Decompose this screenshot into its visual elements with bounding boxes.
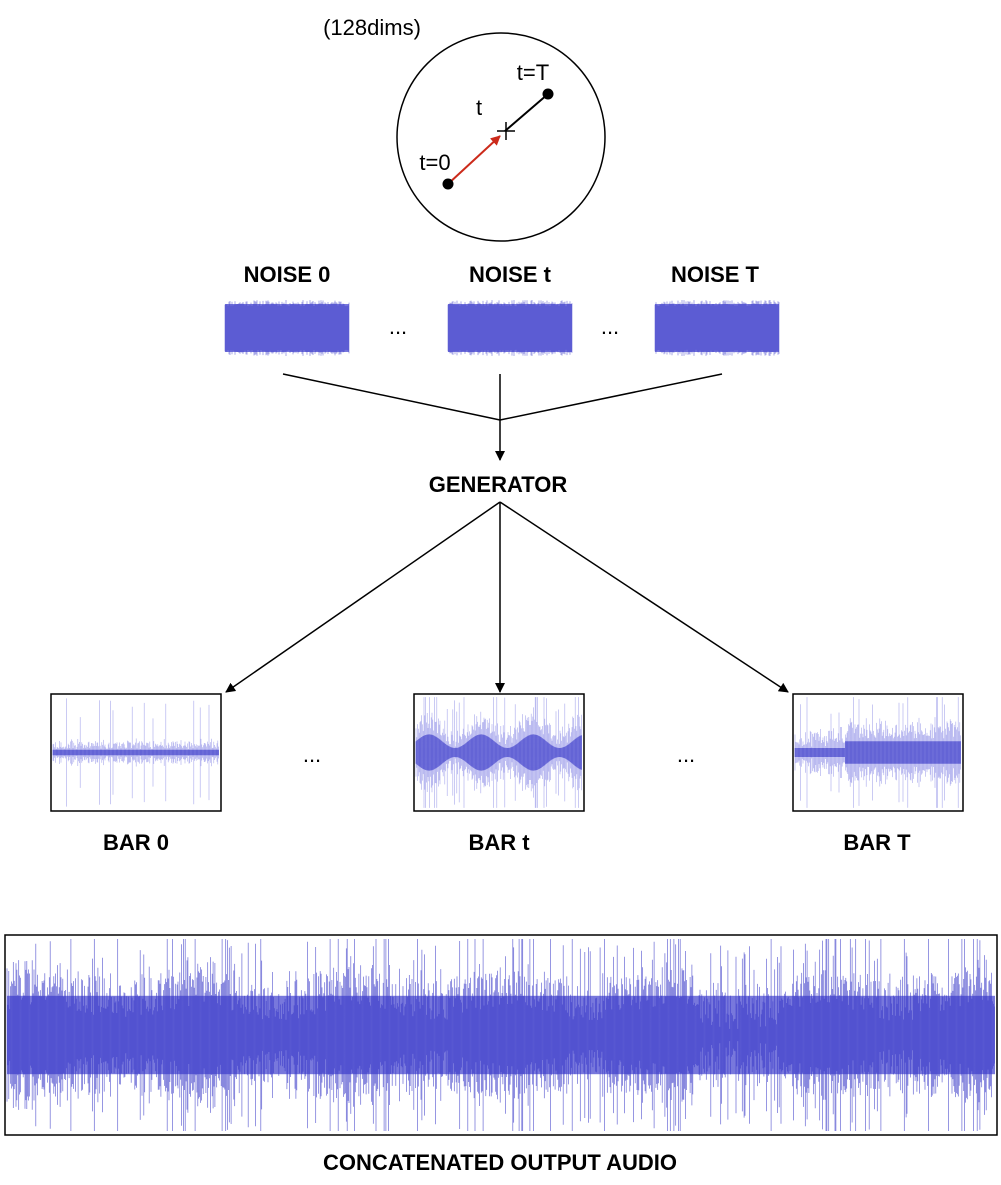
end-point xyxy=(542,88,554,100)
end-point-label: t=T xyxy=(517,60,549,85)
start-point xyxy=(442,178,454,190)
noise-0-label: NOISE 0 xyxy=(244,262,331,287)
noise-ellipsis-2: ... xyxy=(601,314,619,339)
generator-output-arrows xyxy=(225,501,789,693)
noise-ellipsis-1: ... xyxy=(389,314,407,339)
noise-t-label: NOISE t xyxy=(469,262,552,287)
noise-T-label: NOISE T xyxy=(671,262,760,287)
output-audio-waveform xyxy=(6,939,995,1131)
arrow-to-bar-0 xyxy=(225,501,501,693)
noise-merge-lines xyxy=(282,373,723,461)
bar-0-waveform xyxy=(52,698,219,807)
concatenated-output: CONCATENATED OUTPUT AUDIO xyxy=(4,934,998,1175)
start-point-label: t=0 xyxy=(419,150,450,175)
bar-ellipsis-2: ... xyxy=(677,742,695,767)
bar-0-label: BAR 0 xyxy=(103,830,169,855)
arrow-to-bar-T xyxy=(499,501,789,693)
bar-T-label: BAR T xyxy=(843,830,911,855)
noise-0-waveform xyxy=(224,300,350,356)
bar-t-label: BAR t xyxy=(468,830,530,855)
latent-space: (128dims) t=0 t=T t xyxy=(323,15,606,242)
interpolation-arrow xyxy=(447,135,501,185)
bar-t-waveform xyxy=(415,697,582,808)
noise-t-waveform xyxy=(447,300,573,356)
latent-space-circle xyxy=(396,32,606,242)
merge-line-right xyxy=(499,373,723,421)
bar-T-waveform xyxy=(794,697,961,808)
bar-ellipsis-1: ... xyxy=(303,742,321,767)
noise-T-waveform xyxy=(654,300,780,356)
merge-line-left xyxy=(282,373,501,421)
noise-inputs: NOISE 0 NOISE t NOISE T ... ... xyxy=(224,262,780,356)
latent-dims-label: (128dims) xyxy=(323,15,421,40)
output-audio-label: CONCATENATED OUTPUT AUDIO xyxy=(323,1150,677,1175)
generator-label: GENERATOR xyxy=(429,472,568,497)
generated-bars: ... ... BAR 0 BAR t BAR T xyxy=(50,693,964,855)
current-point-label: t xyxy=(476,95,482,120)
interpolation-remaining-line xyxy=(504,93,549,132)
